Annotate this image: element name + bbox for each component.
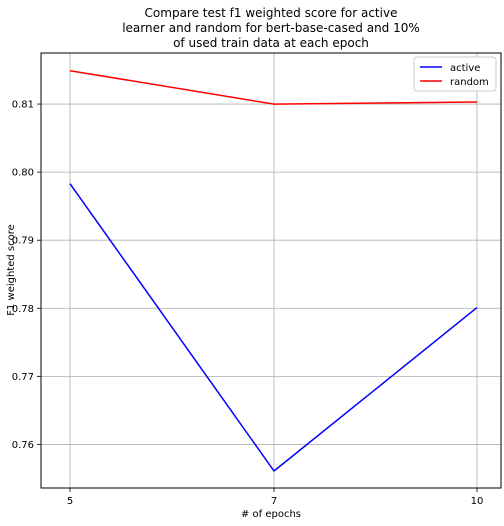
series-line-active	[69, 183, 478, 472]
grid-lines	[41, 53, 501, 488]
legend: active random	[413, 56, 497, 92]
series-line-random	[69, 69, 478, 105]
legend-label-active: active	[450, 63, 480, 74]
chart-title-line-1: Compare test f1 weighted score for activ…	[145, 6, 398, 20]
x-tick-label: 5	[67, 496, 73, 507]
chart-title-line-3: of used train data at each epoch	[173, 36, 369, 50]
legend-box	[413, 56, 497, 92]
y-tick-label: 0.80	[12, 168, 34, 179]
y-tick-label: 0.78	[12, 304, 34, 315]
y-axis-label: F1 weighted score	[6, 224, 17, 316]
y-tick-label: 0.76	[12, 440, 34, 451]
x-axis: 5 7 10	[67, 488, 484, 507]
y-tick-label: 0.79	[12, 236, 34, 247]
plot-area-frame	[40, 52, 502, 489]
x-axis-label: # of epochs	[241, 509, 301, 520]
y-tick-label: 0.77	[12, 372, 34, 383]
x-tick-label: 10	[471, 496, 484, 507]
legend-label-random: random	[450, 77, 489, 88]
x-tick-label: 7	[271, 496, 277, 507]
chart-title-line-2: learner and random for bert-base-cased a…	[122, 21, 420, 35]
series-lines	[69, 69, 478, 472]
y-axis: 0.76 0.77 0.78 0.79 0.80 0.81	[12, 100, 41, 451]
y-tick-label: 0.81	[12, 100, 34, 111]
